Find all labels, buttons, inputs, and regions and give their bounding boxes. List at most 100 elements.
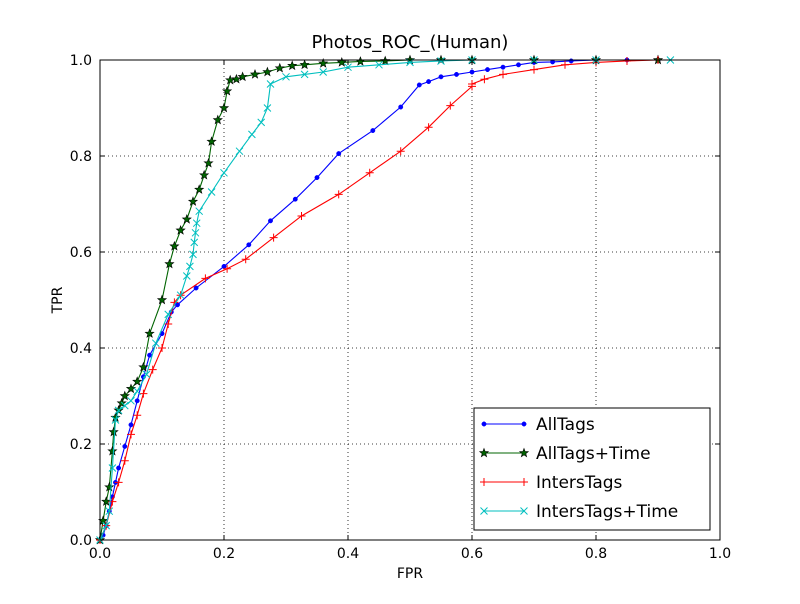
series-interstags-time xyxy=(96,56,675,544)
legend-marker-interstags xyxy=(520,478,528,486)
legend-marker-interstags-time xyxy=(520,507,528,515)
data-point-interstags-time xyxy=(189,250,197,259)
data-point-alltags-time xyxy=(336,57,347,67)
data-point-interstags xyxy=(158,344,166,352)
data-point-interstags-time xyxy=(105,507,114,516)
legend-marker-interstags-time xyxy=(480,507,488,515)
legend-label-alltags: AllTags xyxy=(536,415,595,435)
y-tick-label: 0.4 xyxy=(70,341,92,357)
data-point-interstags xyxy=(223,264,232,273)
data-point-interstags-time xyxy=(182,272,191,280)
data-point-interstags-time xyxy=(176,291,185,300)
data-point-alltags xyxy=(134,398,140,404)
data-point-alltags-time xyxy=(203,157,214,168)
data-point-alltags-time xyxy=(164,258,175,269)
data-point-interstags xyxy=(365,168,374,177)
data-point-alltags xyxy=(193,285,199,291)
data-point-interstags xyxy=(269,233,278,242)
data-point-alltags xyxy=(268,218,273,224)
data-point-interstags xyxy=(446,101,455,110)
legend-marker-interstags xyxy=(480,478,488,486)
data-point-interstags-time xyxy=(164,310,173,319)
legend-label-interstags-time: IntersTags+Time xyxy=(536,502,678,522)
data-point-interstags xyxy=(396,147,405,156)
data-point-alltags xyxy=(454,71,459,77)
data-point-alltags xyxy=(568,58,574,64)
data-point-alltags-time xyxy=(318,58,329,68)
data-point-alltags-time xyxy=(199,169,210,180)
data-point-alltags xyxy=(122,443,128,449)
y-tick-label: 0.8 xyxy=(70,149,92,165)
legend-item-interstags-time: IntersTags+Time xyxy=(480,502,678,522)
data-point-alltags xyxy=(485,67,490,73)
data-point-alltags xyxy=(500,64,506,70)
data-point-alltags-time xyxy=(101,496,112,506)
data-point-interstags xyxy=(499,70,507,79)
plot-frame xyxy=(99,59,721,541)
data-point-interstags xyxy=(201,274,210,283)
data-point-alltags-time xyxy=(125,383,137,394)
x-tick-label: 0.8 xyxy=(585,546,607,562)
data-point-alltags xyxy=(292,196,298,202)
y-tick-label: 0.0 xyxy=(70,533,92,549)
data-point-interstags-time xyxy=(127,396,135,405)
x-axis-label: FPR xyxy=(397,566,423,582)
data-point-interstags xyxy=(114,478,123,487)
data-point-alltags-time xyxy=(218,102,230,113)
data-point-alltags-time xyxy=(212,114,223,125)
data-point-interstags xyxy=(127,430,135,439)
data-point-alltags-time xyxy=(104,481,115,492)
x-tick-label: 1.0 xyxy=(709,546,731,562)
data-point-interstags-time xyxy=(282,72,290,81)
legend-marker-alltags xyxy=(481,421,487,427)
data-point-interstags xyxy=(120,456,129,465)
data-point-alltags-time xyxy=(175,225,186,235)
x-tick-label: 0.2 xyxy=(213,546,235,562)
data-point-interstags xyxy=(424,123,433,132)
data-point-interstags xyxy=(530,65,538,74)
data-point-interstags-time xyxy=(319,68,328,76)
data-point-alltags-time xyxy=(138,361,149,372)
data-point-interstags-time xyxy=(120,401,129,410)
data-point-interstags-time xyxy=(102,521,111,530)
data-point-alltags-time xyxy=(249,69,261,79)
data-point-interstags-time xyxy=(114,406,123,415)
data-point-interstags-time xyxy=(142,370,151,379)
data-point-interstags-time xyxy=(300,70,309,79)
data-point-interstags xyxy=(241,255,250,264)
legend-item-alltags: AllTags xyxy=(481,415,595,435)
data-point-alltags xyxy=(116,465,122,471)
data-point-interstags-time xyxy=(151,339,160,348)
legend-marker-alltags-time xyxy=(518,447,530,458)
data-point-alltags-time xyxy=(194,184,205,194)
data-point-interstags-time xyxy=(437,57,445,65)
data-point-interstags-time xyxy=(207,188,216,196)
data-point-alltags xyxy=(469,69,475,75)
data-point-alltags xyxy=(426,79,432,85)
data-point-interstags-time xyxy=(263,104,272,112)
series-interstags xyxy=(96,56,662,544)
legend-item-interstags: IntersTags xyxy=(480,473,623,493)
legend-label-alltags-time: AllTags+Time xyxy=(536,444,651,464)
data-point-alltags-time xyxy=(231,73,242,84)
data-point-interstags xyxy=(468,80,476,88)
data-point-interstags xyxy=(164,320,173,328)
series-line-alltags xyxy=(99,59,658,541)
data-point-interstags-time xyxy=(192,219,201,228)
data-point-alltags xyxy=(221,263,227,269)
legend-item-alltags-time: AllTags+Time xyxy=(478,444,651,464)
y-tick-label: 1.0 xyxy=(70,53,92,69)
data-point-interstags xyxy=(297,212,306,220)
y-axis-label: TPR xyxy=(50,286,66,314)
series-line-interstags xyxy=(99,59,659,541)
data-point-alltags-time xyxy=(287,60,298,71)
data-point-interstags-time xyxy=(257,118,266,127)
legend-box xyxy=(473,407,711,531)
data-point-interstags-time xyxy=(191,228,200,237)
data-point-interstags xyxy=(334,190,343,199)
data-point-alltags xyxy=(516,62,521,68)
data-point-interstags xyxy=(139,389,148,398)
data-point-alltags-time xyxy=(107,445,118,456)
